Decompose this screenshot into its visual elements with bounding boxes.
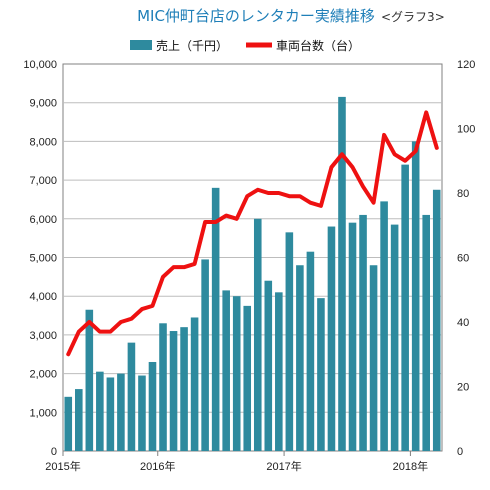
x-tick-label: 2018年 [393, 459, 428, 473]
y-left-tick-label: 5,000 [29, 253, 57, 265]
bar-series [64, 96, 441, 452]
y-right-tick-label: 20 [457, 382, 469, 394]
y-axis-left: 0 1,000 2,000 3,000 4,000 5,000 6,000 7,000 8,00… [23, 59, 57, 458]
y-right-tick-label: 0 [457, 446, 463, 458]
legend: 売上（千円） 車両台数（台） [130, 38, 360, 53]
bar [180, 327, 188, 451]
bar [96, 371, 104, 451]
y-left-tick-label: 4,000 [29, 291, 57, 303]
x-tick-label: 2017年 [266, 459, 301, 473]
legend-label-bar: 売上（千円） [156, 38, 228, 53]
bar [338, 96, 346, 452]
bar [64, 396, 73, 451]
y-left-tick-label: 3,000 [29, 330, 57, 342]
bar [106, 377, 115, 451]
bar [306, 251, 315, 451]
bar [348, 222, 357, 451]
bar [169, 331, 178, 451]
bar [211, 187, 220, 451]
bar [85, 309, 94, 451]
x-axis: 2015年 2016年 2017年 2018年 [45, 451, 428, 473]
chart-title: MIC仲町台店のレンタカー実績推移 [137, 7, 375, 25]
y-left-tick-label: 10,000 [23, 59, 57, 71]
bar [190, 317, 199, 451]
bar [432, 189, 441, 451]
bar [148, 361, 157, 451]
bar [127, 342, 136, 451]
bar [401, 164, 409, 451]
bar [201, 259, 209, 451]
bar [264, 280, 273, 451]
bar [317, 298, 325, 451]
y-left-tick-label: 6,000 [29, 214, 57, 226]
bar [411, 141, 420, 451]
bar [117, 373, 125, 451]
y-left-tick-label: 8,000 [29, 136, 57, 148]
vehicle-count-line [66, 110, 439, 357]
x-tick-label: 2015年 [45, 459, 80, 473]
y-left-tick-label: 1,000 [29, 407, 57, 419]
bar [275, 292, 283, 451]
bar [285, 232, 294, 451]
grid [63, 102, 442, 413]
y-left-tick-label: 0 [51, 446, 57, 458]
legend-swatch-bar [130, 40, 152, 50]
line-series [66, 110, 439, 357]
y-left-tick-label: 9,000 [29, 98, 57, 110]
y-left-tick-label: 7,000 [29, 175, 57, 187]
y-right-tick-label: 80 [457, 188, 469, 200]
bar [159, 323, 167, 451]
y-right-tick-label: 120 [457, 59, 475, 71]
x-tick-label: 2016年 [140, 459, 175, 473]
bar [253, 218, 262, 451]
y-axis-right: 0 20 40 60 80 100 120 [457, 59, 475, 458]
y-right-tick-label: 100 [457, 124, 475, 136]
bar [138, 375, 146, 451]
bar [222, 290, 230, 451]
y-left-tick-label: 2,000 [29, 369, 57, 381]
bar [232, 296, 241, 451]
y-right-tick-label: 60 [457, 253, 469, 265]
bar [359, 214, 367, 451]
bar [243, 305, 252, 451]
bar [390, 224, 399, 451]
bar [422, 214, 430, 451]
bar [380, 201, 388, 451]
legend-label-line: 車両台数（台） [276, 38, 360, 53]
bar [296, 265, 304, 451]
chart-subtitle: <グラフ3> [381, 10, 445, 24]
bar [369, 265, 378, 451]
bar [75, 389, 83, 451]
y-right-tick-label: 40 [457, 317, 469, 329]
bar [327, 226, 336, 451]
